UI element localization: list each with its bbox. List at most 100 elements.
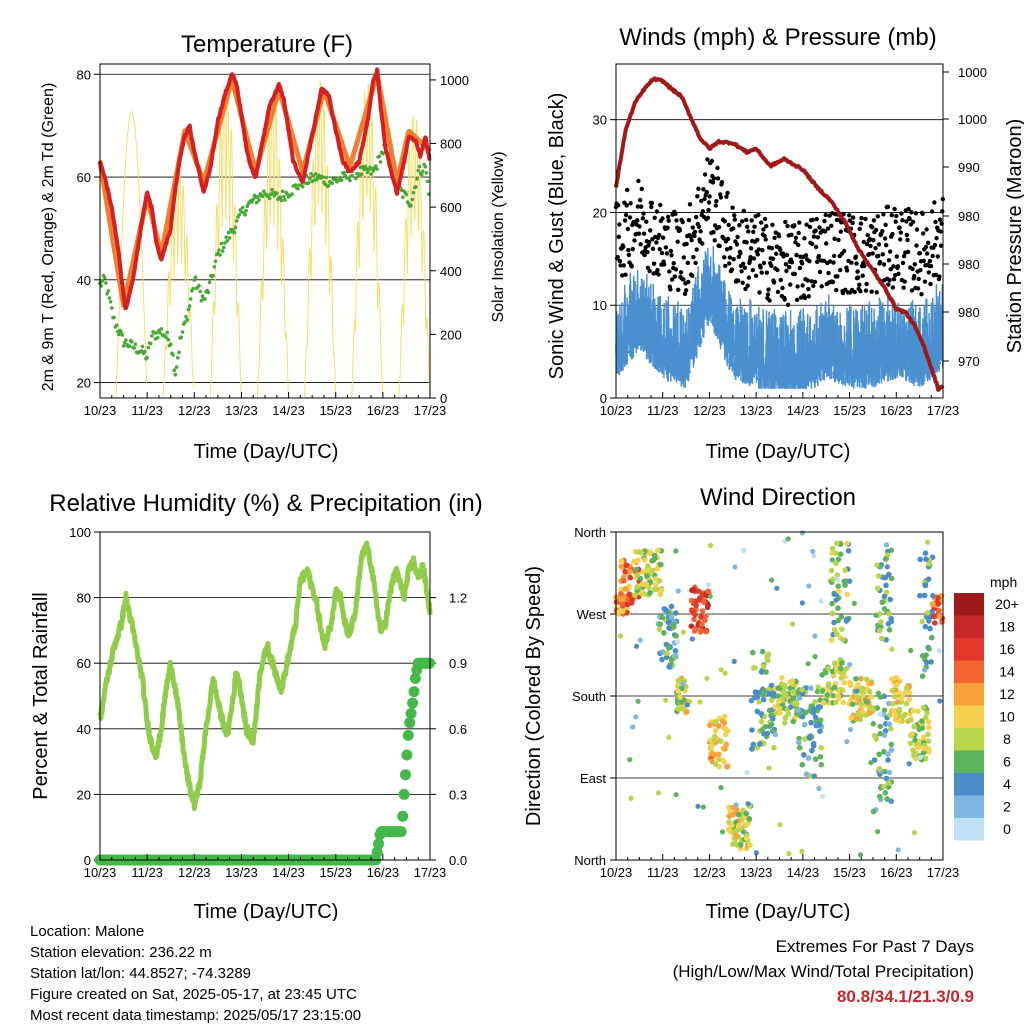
gust-point xyxy=(649,200,655,206)
y2-tick-label: 980 xyxy=(958,305,980,320)
direction-point xyxy=(638,549,645,556)
direction-point xyxy=(888,575,895,582)
gust-point xyxy=(797,265,803,271)
humidity-ylabel: Percent & Total Rainfall xyxy=(30,592,52,800)
gust-point xyxy=(669,277,675,282)
direction-point xyxy=(845,548,852,554)
gust-point xyxy=(890,285,896,290)
direction-point xyxy=(879,635,885,642)
x-tick-label: 15/23 xyxy=(833,403,866,418)
gust-point xyxy=(799,261,805,266)
legend-label: 0 xyxy=(1003,821,1011,837)
direction-point xyxy=(764,655,770,661)
precip-point xyxy=(397,810,409,822)
gust-point xyxy=(701,187,706,192)
dewpoint-point xyxy=(417,164,422,169)
gust-point xyxy=(731,226,736,231)
direction-point xyxy=(770,690,777,696)
gust-point xyxy=(714,199,719,204)
direction-point xyxy=(787,679,793,686)
gust-point xyxy=(813,244,819,250)
legend-label: 14 xyxy=(999,664,1015,680)
direction-point xyxy=(658,561,664,568)
gust-point xyxy=(678,270,684,275)
y2-tick-label: 1.2 xyxy=(449,591,467,606)
direction-point xyxy=(857,701,864,707)
gust-point xyxy=(683,288,689,293)
gust-point xyxy=(738,251,743,256)
direction-point xyxy=(883,775,890,782)
dewpoint-point xyxy=(411,190,416,195)
gust-point xyxy=(914,227,920,232)
direction-point xyxy=(819,688,826,694)
gust-point xyxy=(770,222,775,227)
direction-point xyxy=(831,591,838,597)
dewpoint-point xyxy=(213,259,218,264)
direction-point xyxy=(668,603,675,610)
direction-point xyxy=(886,627,893,633)
direction-point xyxy=(684,702,690,708)
gust-point xyxy=(624,203,629,208)
gust-point xyxy=(802,236,807,241)
direction-point xyxy=(895,847,901,853)
gust-point xyxy=(625,187,630,193)
direction-point xyxy=(898,695,904,702)
legend-label: 2 xyxy=(1003,799,1011,815)
gust-point xyxy=(737,223,742,228)
gust-point xyxy=(831,260,836,265)
direction-point xyxy=(842,582,848,588)
gust-point xyxy=(863,216,868,222)
gust-point xyxy=(735,234,740,240)
direction-point xyxy=(624,601,631,608)
direction-point xyxy=(888,547,895,554)
gust-point xyxy=(663,245,669,250)
direction-point xyxy=(707,722,713,729)
direction-point xyxy=(633,566,640,573)
direction-point xyxy=(866,688,873,695)
gust-point xyxy=(873,246,878,251)
direction-point xyxy=(623,562,630,569)
dewpoint-point xyxy=(177,350,181,355)
direction-point xyxy=(907,717,914,723)
direction-point xyxy=(833,560,839,567)
gust-point xyxy=(852,289,857,295)
direction-point xyxy=(841,680,848,686)
dewpoint-point xyxy=(158,331,162,335)
gust-point xyxy=(632,238,637,243)
gust-point xyxy=(684,241,689,247)
gust-point xyxy=(677,228,683,233)
gust-point xyxy=(698,229,703,234)
direction-point xyxy=(721,758,727,765)
direction-point xyxy=(811,773,818,779)
direction-point xyxy=(812,699,818,705)
gust-point xyxy=(884,243,889,248)
direction-point xyxy=(618,586,624,593)
precip-point xyxy=(404,717,416,729)
direction-point xyxy=(666,664,672,670)
direction-point xyxy=(675,588,681,594)
gust-point xyxy=(753,273,759,278)
dewpoint-point xyxy=(300,185,305,189)
direction-point xyxy=(873,736,880,742)
gust-point xyxy=(646,240,652,245)
x-tick-label: 16/23 xyxy=(367,403,400,418)
direction-point xyxy=(815,684,821,690)
direction-point xyxy=(831,619,837,626)
gust-point xyxy=(792,271,797,277)
direction-point xyxy=(885,751,891,757)
gust-point xyxy=(797,220,802,225)
direction-point xyxy=(834,572,840,578)
gust-point xyxy=(671,261,676,266)
direction-point xyxy=(844,616,850,623)
y-tick-label: 40 xyxy=(77,722,91,737)
speed-legend: 20+ 18 16 14 12 10 8 6 4 2 0 xyxy=(954,593,1019,841)
gust-point xyxy=(784,268,789,274)
dewpoint-point xyxy=(425,179,430,184)
direction-point xyxy=(937,698,943,704)
direction-point xyxy=(888,726,894,732)
direction-point xyxy=(882,768,888,775)
direction-point xyxy=(758,711,765,717)
gust-point xyxy=(930,253,935,259)
direction-point xyxy=(882,728,889,734)
direction-point xyxy=(791,700,797,707)
